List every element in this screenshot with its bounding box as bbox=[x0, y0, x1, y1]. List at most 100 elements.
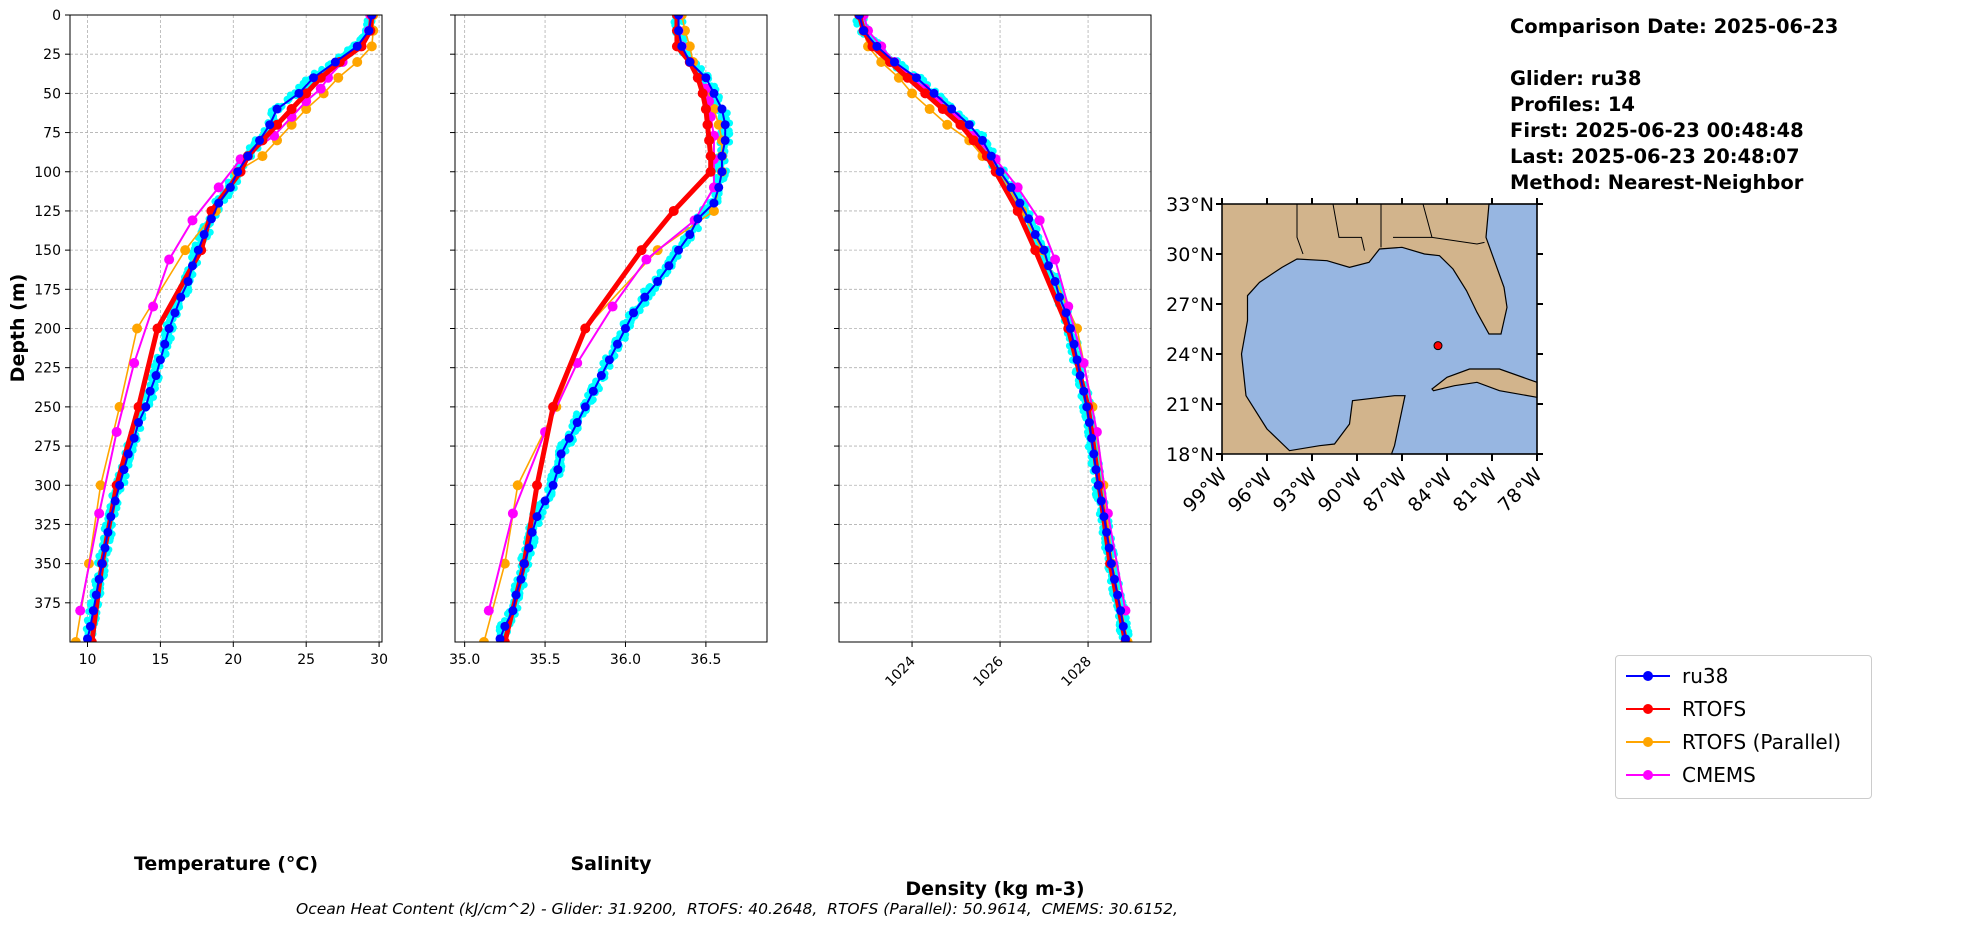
legend-marker-icon bbox=[1626, 671, 1670, 681]
series-line-cmems bbox=[79, 15, 372, 611]
data-point bbox=[701, 73, 711, 83]
data-point bbox=[272, 119, 283, 130]
data-point bbox=[511, 590, 521, 600]
data-point bbox=[123, 449, 133, 459]
data-point bbox=[1069, 339, 1079, 349]
data-point bbox=[664, 261, 674, 271]
data-point bbox=[604, 355, 614, 365]
glider-name: Glider: ru38 bbox=[1510, 67, 1642, 90]
data-point bbox=[668, 205, 679, 216]
data-point bbox=[148, 301, 159, 312]
y-tick-label: 250 bbox=[34, 400, 61, 416]
data-point bbox=[88, 606, 98, 616]
data-point bbox=[508, 606, 518, 616]
data-point bbox=[243, 151, 253, 161]
data-point bbox=[151, 371, 161, 381]
data-point bbox=[132, 323, 143, 334]
method: Method: Nearest-Neighbor bbox=[1510, 171, 1804, 194]
data-point bbox=[1084, 418, 1094, 428]
x-tick-label: 35.0 bbox=[449, 652, 480, 668]
data-point bbox=[702, 119, 713, 130]
series-line-ru38 bbox=[858, 15, 1127, 640]
data-point bbox=[95, 480, 106, 491]
profile-point bbox=[1122, 614, 1130, 622]
data-point bbox=[70, 637, 81, 642]
x-axis-label: Temperature (°C) bbox=[134, 853, 318, 875]
data-point bbox=[1118, 621, 1128, 631]
data-point bbox=[103, 527, 113, 537]
data-point bbox=[176, 292, 186, 302]
data-point bbox=[907, 88, 918, 99]
data-point bbox=[97, 559, 107, 569]
plot-area bbox=[852, 15, 1133, 642]
profile-count: Profiles: 14 bbox=[1510, 93, 1635, 116]
data-point bbox=[180, 245, 191, 256]
legend-label: RTOFS (Parallel) bbox=[1682, 730, 1842, 754]
data-point bbox=[115, 480, 125, 490]
data-point bbox=[1015, 198, 1025, 208]
series-line-ru38 bbox=[86, 15, 373, 640]
data-point bbox=[564, 433, 574, 443]
data-point bbox=[500, 621, 510, 631]
data-point bbox=[720, 135, 730, 145]
data-point bbox=[911, 73, 921, 83]
lon-tick-label: 96°W bbox=[1224, 464, 1277, 517]
data-point bbox=[519, 559, 529, 569]
data-point bbox=[129, 357, 140, 368]
data-point bbox=[187, 215, 198, 226]
data-point bbox=[272, 104, 282, 114]
x-tick-label: 25 bbox=[297, 652, 315, 668]
ocean-heat-content-footer: Ocean Heat Content (kJ/cm^2) - Glider: 3… bbox=[296, 900, 1178, 918]
axes-frame bbox=[838, 14, 1152, 643]
panel-2: 35.0 35.5 36.0 36.5 Salinity bbox=[449, 14, 768, 875]
legend-item-cmems: CMEMS bbox=[1626, 763, 1756, 787]
data-point bbox=[854, 15, 864, 20]
data-point bbox=[947, 104, 957, 114]
plot-area bbox=[70, 15, 379, 642]
data-point bbox=[1113, 590, 1123, 600]
data-point bbox=[1072, 355, 1082, 365]
y-tick-label: 300 bbox=[34, 478, 61, 494]
data-point bbox=[674, 245, 684, 255]
data-point bbox=[352, 57, 363, 68]
data-point bbox=[1082, 402, 1092, 412]
data-point bbox=[213, 182, 224, 193]
data-point bbox=[364, 26, 374, 36]
data-point bbox=[1024, 214, 1034, 224]
data-point bbox=[924, 104, 935, 115]
data-point bbox=[170, 308, 180, 318]
data-point bbox=[233, 167, 243, 177]
axes-frame bbox=[454, 14, 768, 643]
data-point bbox=[713, 119, 724, 130]
data-point bbox=[937, 104, 948, 115]
data-point bbox=[995, 167, 1005, 177]
data-point bbox=[1006, 182, 1016, 192]
lat-tick-label: 33°N bbox=[1166, 194, 1214, 216]
glider-location-marker bbox=[1433, 341, 1443, 351]
data-point bbox=[91, 590, 101, 600]
data-point bbox=[483, 605, 494, 616]
y-tick-label: 175 bbox=[34, 282, 61, 298]
data-point bbox=[265, 120, 275, 130]
data-point bbox=[902, 72, 913, 83]
data-point bbox=[717, 151, 727, 161]
data-point bbox=[527, 527, 537, 537]
data-point bbox=[580, 323, 591, 334]
legend-marker-icon bbox=[1626, 770, 1670, 780]
x-tick-label: 1026 bbox=[970, 653, 1007, 690]
data-point bbox=[119, 465, 129, 475]
data-point bbox=[859, 26, 869, 36]
data-point bbox=[366, 41, 377, 52]
comparison-info: Comparison Date: 2025-06-23 Glider: ru38… bbox=[1510, 14, 1838, 196]
y-tick-label: 375 bbox=[34, 596, 61, 612]
state-border bbox=[1296, 204, 1304, 255]
data-point bbox=[548, 480, 558, 490]
data-point bbox=[684, 41, 695, 52]
data-point bbox=[160, 339, 170, 349]
data-point bbox=[717, 104, 727, 114]
y-tick-label: 0 bbox=[52, 8, 61, 24]
data-point bbox=[704, 135, 715, 146]
data-point bbox=[193, 245, 203, 255]
data-point bbox=[1075, 371, 1085, 381]
